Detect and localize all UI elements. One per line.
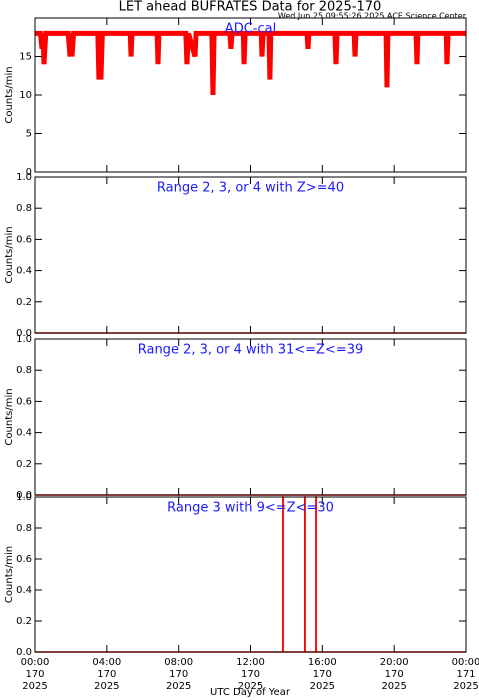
y-tick-label: 0.2 (16, 297, 32, 308)
y-axis-label: Counts/min (4, 388, 15, 445)
x-tick-label: 2025 (238, 681, 263, 692)
y-axis-label: Counts/min (4, 546, 15, 603)
x-tick-label: 08:00 (164, 657, 193, 668)
y-tick-label: 0.8 (16, 203, 32, 214)
panel-title: Range 2, 3, or 4 with 31<=Z<=39 (138, 343, 364, 358)
x-tick-label: 2025 (94, 681, 119, 692)
y-tick-label: 10 (19, 90, 32, 101)
y-tick-label: 0.8 (16, 365, 32, 376)
panel-title: ADC-cal (225, 22, 276, 37)
y-tick-label: 0.0 (16, 490, 32, 501)
x-tick-label: 170 (241, 669, 260, 680)
y-tick-label: 1.0 (16, 334, 32, 345)
plot-frame (34, 338, 467, 496)
x-tick-label: 16:00 (308, 657, 337, 668)
plot-frame (34, 176, 467, 334)
y-axis-label: Counts/min (4, 226, 15, 283)
data-line (35, 496, 466, 653)
plot-frame (34, 496, 467, 653)
x-tick-label: 170 (385, 669, 404, 680)
x-axis-label: UTC Day of Year (210, 687, 291, 698)
y-tick-label: 0.4 (16, 585, 32, 596)
y-tick-label: 0 (26, 167, 32, 178)
timestamp: Wed Jun 25 09:55:26 2025 ACE Science Cen… (278, 12, 467, 21)
x-tick-label: 170 (169, 669, 188, 680)
y-tick-label: 5 (26, 129, 32, 140)
y-tick-label: 0.6 (16, 396, 32, 407)
y-tick-label: 0.2 (16, 616, 32, 627)
x-tick-label: 04:00 (92, 657, 121, 668)
x-tick-label: 20:00 (380, 657, 409, 668)
data-line (35, 30, 466, 96)
chart-title: LET ahead BUFRATES Data for 2025-170 (119, 0, 382, 15)
panel-title: Range 2, 3, or 4 with Z>=40 (157, 181, 344, 196)
y-tick-label: 0.0 (16, 328, 32, 339)
x-tick-label: 2025 (22, 681, 47, 692)
x-tick-label: 2025 (381, 681, 406, 692)
x-tick-label: 170 (313, 669, 332, 680)
y-tick-label: 0.4 (16, 428, 32, 439)
y-tick-label: 0.0 (16, 647, 32, 658)
panel-title: Range 3 with 9<=Z<=30 (167, 501, 334, 516)
y-tick-label: 1.0 (16, 492, 32, 503)
x-tick-label: 00:00 (21, 657, 50, 668)
x-tick-label: 2025 (166, 681, 191, 692)
x-tick-label: 171 (456, 669, 475, 680)
x-tick-label: 12:00 (236, 657, 265, 668)
x-tick-label: 2025 (453, 681, 478, 692)
y-tick-label: 0.8 (16, 523, 32, 534)
y-tick-label: 0.4 (16, 266, 32, 277)
y-tick-label: 15 (19, 52, 32, 63)
y-tick-label: 0.2 (16, 459, 32, 470)
y-tick-label: 1.0 (16, 172, 32, 183)
x-tick-label: 170 (97, 669, 116, 680)
x-tick-label: 170 (25, 669, 44, 680)
x-tick-label: 00:00 (452, 657, 479, 668)
x-tick-label: 2025 (310, 681, 335, 692)
y-tick-label: 0.6 (16, 234, 32, 245)
y-axis-label: Counts/min (4, 66, 15, 123)
y-tick-label: 0.6 (16, 554, 32, 565)
